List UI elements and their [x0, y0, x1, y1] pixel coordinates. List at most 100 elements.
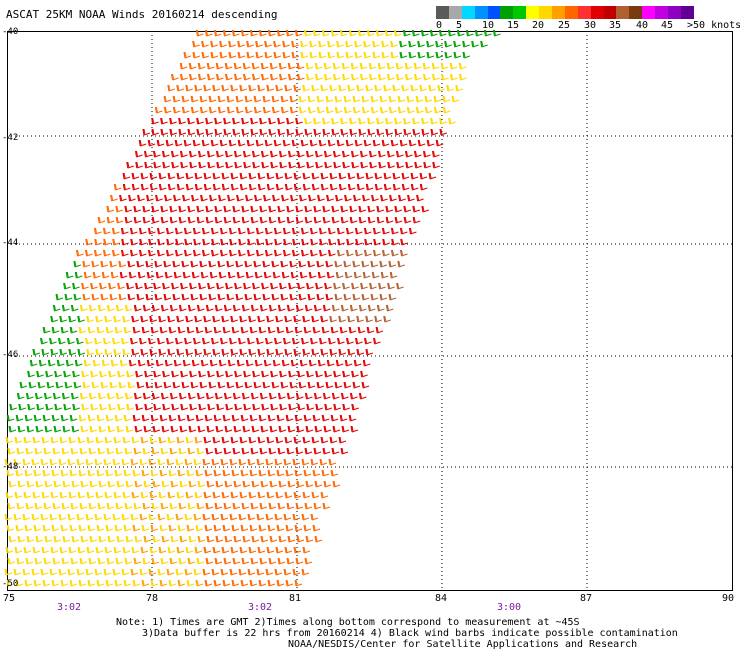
wind-barb: [258, 29, 267, 37]
wind-barb: [351, 370, 359, 378]
wind-barb: [180, 282, 188, 290]
wind-barb: [261, 161, 269, 169]
wind-barb: [217, 293, 226, 301]
wind-barb: [17, 480, 26, 488]
wind-barb: [368, 62, 377, 70]
wind-barb: [241, 128, 250, 136]
wind-barb: [221, 436, 230, 444]
wind-barb: [277, 392, 286, 400]
wind-barb: [214, 117, 222, 125]
wind-barb: [86, 315, 94, 323]
legend-swatch: [500, 6, 514, 19]
wind-barb: [385, 205, 394, 213]
wind-barb: [293, 491, 302, 499]
wind-barb: [203, 315, 211, 323]
wind-barb: [302, 84, 310, 92]
wind-barb: [151, 117, 159, 125]
wind-barb: [40, 568, 49, 576]
wind-barb: [286, 557, 295, 565]
wind-barb: [218, 359, 227, 367]
wind-barb: [281, 359, 290, 367]
wind-barb: [381, 227, 390, 235]
wind-barb: [182, 194, 190, 202]
wind-barb: [40, 513, 49, 521]
wind-barb: [202, 568, 211, 576]
wind-barb: [428, 84, 436, 92]
wind-barb: [145, 381, 154, 389]
wind-barb: [250, 447, 259, 455]
wind-barb: [359, 150, 368, 158]
wind-barb: [309, 227, 318, 235]
wind-barb: [219, 227, 228, 235]
wind-barb: [188, 425, 197, 433]
wind-barb: [332, 150, 341, 158]
wind-barb: [167, 491, 176, 499]
wind-barb: [88, 392, 97, 400]
wind-barb: [219, 139, 228, 147]
wind-barb: [196, 128, 205, 136]
wind-barb: [348, 326, 357, 334]
wind-barb: [107, 425, 116, 433]
wind-barb: [225, 370, 233, 378]
wind-barb: [70, 502, 79, 510]
wind-barb: [248, 546, 257, 554]
wind-barb: [316, 381, 325, 389]
wind-barb: [186, 579, 195, 587]
wind-barb: [305, 425, 314, 433]
wind-barb: [275, 491, 284, 499]
wind-barb: [134, 150, 143, 158]
wind-barb: [289, 260, 298, 268]
wind-barb: [253, 381, 262, 389]
wind-barb: [294, 469, 303, 477]
wind-barb: [118, 293, 127, 301]
wind-barb: [34, 392, 43, 400]
wind-barb: [405, 161, 413, 169]
wind-barb: [233, 480, 242, 488]
wind-barb: [160, 117, 168, 125]
wind-barb: [50, 348, 59, 356]
wind-barb: [204, 29, 213, 37]
wind-barb: [417, 139, 426, 147]
wind-barb: [331, 216, 340, 224]
wind-barb: [389, 194, 397, 202]
wind-barb: [192, 249, 201, 257]
wind-barb: [291, 227, 300, 235]
wind-barb: [191, 359, 200, 367]
wind-barb: [276, 469, 285, 477]
wind-barb: [88, 304, 97, 312]
wind-barb: [64, 293, 73, 301]
wind-barb: [303, 326, 312, 334]
wind-barb: [404, 62, 413, 70]
wind-barb: [291, 249, 300, 257]
wind-barb: [259, 502, 268, 510]
wind-barb: [200, 194, 208, 202]
wind-barb: [235, 106, 244, 114]
wind-barb: [438, 29, 447, 37]
wind-barb: [371, 194, 379, 202]
wind-barb: [122, 436, 131, 444]
wind-barb: [243, 161, 251, 169]
wind-barb: [85, 513, 94, 521]
wind-barb: [301, 458, 310, 466]
wind-barb: [401, 183, 410, 191]
wind-barb: [223, 128, 232, 136]
wind-barb: [471, 40, 479, 48]
wind-barb: [335, 359, 344, 367]
wind-barb: [248, 491, 257, 499]
wind-barb: [176, 436, 185, 444]
wind-barb: [216, 73, 224, 81]
wind-barb: [139, 238, 147, 246]
wind-barb: [202, 458, 211, 466]
wind-barb: [95, 491, 104, 499]
wind-barb: [51, 414, 60, 422]
wind-barb: [293, 183, 302, 191]
wind-barb: [337, 238, 345, 246]
wind-barb: [166, 513, 175, 521]
wind-barb: [79, 447, 88, 455]
wind-barb: [287, 535, 296, 543]
wind-barb: [311, 436, 320, 444]
wind-barb: [307, 293, 316, 301]
wind-barb: [385, 128, 394, 136]
wind-barb: [241, 117, 249, 125]
wind-barb: [307, 106, 316, 114]
